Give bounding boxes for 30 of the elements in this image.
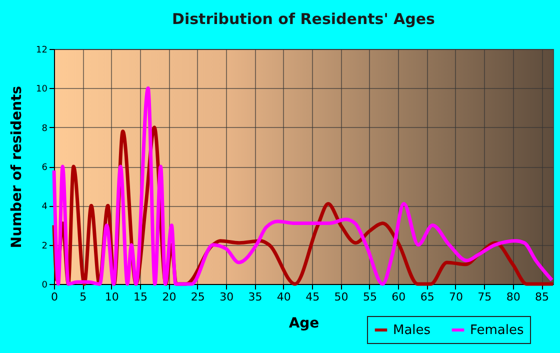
x-tick-label: 60 <box>392 290 406 304</box>
y-tick-label: 10 <box>36 84 48 95</box>
x-tick-label: 65 <box>420 290 434 304</box>
y-axis-title: Number of residents <box>9 86 26 248</box>
x-tick-label: 35 <box>248 290 262 304</box>
x-tick-label: 20 <box>162 290 176 304</box>
x-tick-label: 50 <box>334 290 348 304</box>
x-tick-label: 40 <box>276 290 291 304</box>
x-tick-label: 55 <box>362 290 377 304</box>
legend-label: Females <box>470 323 524 338</box>
y-tick-label: 6 <box>42 163 48 173</box>
x-tick-label: 70 <box>448 290 463 304</box>
y-tick-label: 2 <box>42 241 48 252</box>
x-tick-label: 30 <box>220 290 234 304</box>
x-axis-title: Age <box>288 316 320 332</box>
y-tick-label: 4 <box>42 202 48 212</box>
y-tick-label: 0 <box>42 280 48 290</box>
x-tick-label: 10 <box>104 290 119 304</box>
x-tick-label: 15 <box>134 290 148 304</box>
x-tick-label: 80 <box>506 290 520 304</box>
y-tick-label: 8 <box>42 124 48 134</box>
x-tick-label: 0 <box>51 290 58 304</box>
x-tick-label: 85 <box>535 290 550 304</box>
chart-title: Distribution of Residents' Ages <box>172 10 436 28</box>
x-tick-label: 45 <box>306 290 320 304</box>
y-tick-label: 12 <box>36 46 48 56</box>
legend-label: Males <box>393 323 431 338</box>
x-tick-label: 25 <box>190 290 205 304</box>
x-tick-label: 5 <box>80 290 87 304</box>
x-tick-label: 75 <box>478 290 492 304</box>
